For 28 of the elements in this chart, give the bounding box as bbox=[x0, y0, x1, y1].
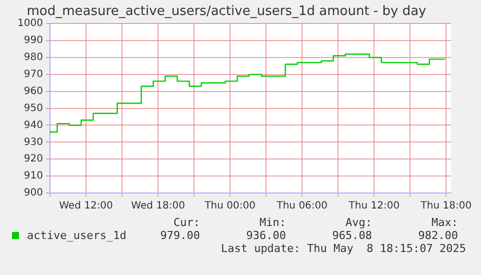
text: 936.00 bbox=[246, 229, 286, 242]
x-tick-label: Thu 18:00 bbox=[420, 200, 472, 212]
y-tick-label: 960 bbox=[24, 86, 43, 97]
x-tick-label: Wed 12:00 bbox=[59, 200, 113, 212]
y-tick-label: 1000 bbox=[18, 18, 43, 30]
x-tick-label: Thu 06:00 bbox=[276, 200, 328, 212]
y-tick-label: 990 bbox=[24, 35, 43, 46]
y-tick-label: 940 bbox=[24, 120, 43, 131]
y-tick-label: 970 bbox=[24, 69, 43, 80]
y-tick-label: 930 bbox=[24, 136, 43, 148]
text: Last update: Thu May 8 18:15:07 2025 bbox=[220, 242, 466, 255]
x-tick-label: Wed 18:00 bbox=[131, 200, 185, 212]
text: Min: bbox=[260, 216, 286, 229]
legend-label: active_users_1d bbox=[27, 229, 126, 242]
text: Cur: bbox=[174, 216, 200, 229]
y-tick-label: 980 bbox=[24, 52, 43, 64]
y-tick-label: 900 bbox=[24, 188, 43, 199]
x-tick-label: Thu 00:00 bbox=[204, 200, 256, 212]
y-tick-label: 950 bbox=[24, 102, 43, 114]
text: 979.00 bbox=[160, 229, 200, 242]
text: 965.08 bbox=[332, 229, 372, 242]
text: 982.00 bbox=[418, 229, 458, 242]
y-tick-label: 920 bbox=[24, 154, 43, 165]
text: Avg: bbox=[346, 216, 372, 229]
chart-title: mod_measure_active_users/active_users_1d amount - by day bbox=[26, 4, 427, 20]
x-tick-label: Thu 12:00 bbox=[348, 200, 400, 212]
y-tick-label: 910 bbox=[24, 170, 43, 182]
text: Max: bbox=[432, 216, 458, 229]
